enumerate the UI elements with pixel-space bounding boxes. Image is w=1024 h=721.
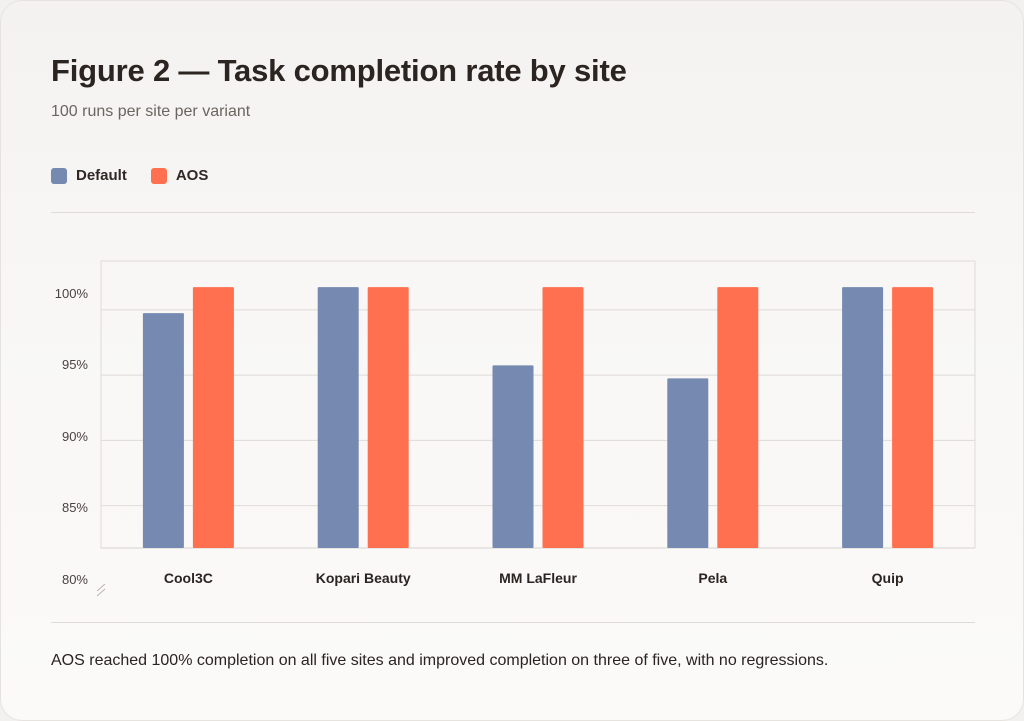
x-tick-label-2: MM LaFleur — [499, 570, 577, 586]
legend-item-default: Default — [51, 167, 127, 184]
top-divider — [51, 212, 975, 213]
legend-label-default: Default — [76, 167, 127, 184]
bar-aos-mm-lafleur — [542, 287, 584, 548]
chart-title: Figure 2 — Task completion rate by site — [51, 53, 627, 88]
legend-item-aos: AOS — [150, 167, 209, 184]
x-tick-label-3: Pela — [698, 570, 727, 586]
x-tick-label-1: Kopari Beauty — [316, 570, 411, 586]
bar-aos-cool3c — [192, 287, 234, 548]
bar-chart: 80% 85% 90% 95% 100% Cool3C Kopari Beauty MM La… — [55, 260, 976, 597]
y-tick-label-0: 80% — [62, 572, 88, 587]
x-tick-label-0: Cool3C — [164, 570, 213, 586]
bottom-divider — [51, 622, 975, 623]
legend-swatch-default — [51, 167, 67, 184]
axis-break-mark — [96, 583, 106, 597]
bar-default-kopari-beauty — [317, 287, 359, 548]
bar-default-cool3c — [142, 313, 184, 548]
chart-caption: AOS reached 100% completion on all five … — [51, 652, 829, 669]
y-tick-label-2: 90% — [62, 429, 88, 444]
legend-label-aos: AOS — [175, 167, 209, 184]
chart-subtitle: 100 runs per site per variant — [51, 103, 251, 120]
y-tick-label-3: 95% — [62, 357, 88, 372]
bar-default-quip — [842, 287, 884, 548]
y-tick-label-4: 100% — [55, 286, 89, 301]
bar-default-pela — [667, 378, 709, 548]
legend: Default AOS — [51, 167, 208, 184]
bar-aos-pela — [717, 287, 759, 548]
y-tick-label-1: 85% — [62, 500, 88, 515]
legend-swatch-aos — [150, 167, 167, 184]
x-tick-label-4: Quip — [872, 570, 904, 586]
bar-aos-kopari-beauty — [367, 287, 409, 548]
bar-aos-quip — [892, 287, 934, 548]
bar-default-mm-lafleur — [492, 365, 534, 548]
